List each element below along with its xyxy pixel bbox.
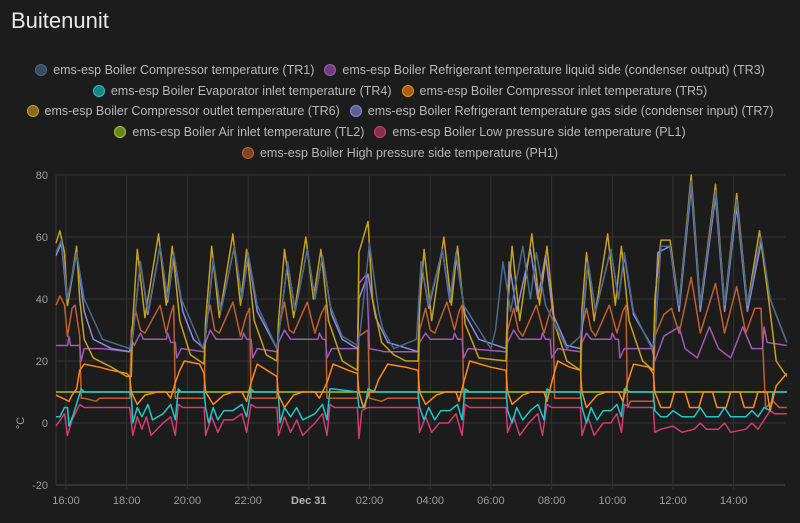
legend-dot-icon <box>114 126 127 139</box>
legend-label: ems-esp Boiler Air inlet temperature (TL… <box>132 125 365 140</box>
legend-row: ems-esp Boiler Compressor temperature (T… <box>0 60 800 81</box>
x-tick-label: 02:00 <box>356 495 384 507</box>
legend-label: ems-esp Boiler High pressure side temper… <box>259 145 559 160</box>
legend-item[interactable]: ems-esp Boiler Air inlet temperature (TL… <box>114 122 364 143</box>
x-tick-label: 10:00 <box>599 495 627 507</box>
legend-row: ems-esp Boiler Evaporator inlet temperat… <box>0 81 800 102</box>
x-tick-label: 18:00 <box>113 495 141 507</box>
legend-label: ems-esp Boiler Low pressure side tempera… <box>392 125 686 140</box>
chart-legend: ems-esp Boiler Compressor temperature (T… <box>0 60 800 163</box>
legend-row: ems-esp Boiler High pressure side temper… <box>0 143 800 164</box>
legend-item[interactable]: ems-esp Boiler Low pressure side tempera… <box>374 122 686 143</box>
legend-item[interactable]: ems-esp Boiler High pressure side temper… <box>241 143 559 164</box>
line-chart: -20 0 20 40 60 80 16:00 18:00 20:00 22:00 Dec 31 0… <box>15 170 788 507</box>
y-tick-label: -20 <box>32 480 48 492</box>
legend-row: ems-esp Boiler Compressor outlet tempera… <box>0 101 800 122</box>
x-tick-label: 20:00 <box>174 495 202 507</box>
x-tick-label: 08:00 <box>538 495 566 507</box>
x-tick-label: 22:00 <box>234 495 262 507</box>
y-tick-label: 80 <box>36 170 48 182</box>
series-line-0 <box>55 180 788 350</box>
legend-label: ems-esp Boiler Compressor outlet tempera… <box>44 104 340 119</box>
x-tick-label: 04:00 <box>416 495 444 507</box>
legend-label: ems-esp Boiler Compressor inlet temperat… <box>419 83 708 98</box>
x-axis: 16:00 18:00 20:00 22:00 Dec 31 02:00 04:00 06:0… <box>52 495 747 507</box>
legend-row: ems-esp Boiler Air inlet temperature (TL… <box>0 122 800 143</box>
legend-item[interactable]: ems-esp Boiler Compressor outlet tempera… <box>26 101 340 122</box>
legend-label: ems-esp Boiler Refrigerant temperature g… <box>367 104 774 119</box>
y-tick-label: 60 <box>36 232 48 244</box>
legend-dot-icon <box>349 105 362 118</box>
legend-item[interactable]: ems-esp Boiler Compressor inlet temperat… <box>401 81 708 102</box>
legend-item[interactable]: ems-esp Boiler Refrigerant temperature l… <box>324 60 765 81</box>
legend-item[interactable]: ems-esp Boiler Compressor temperature (T… <box>35 60 314 81</box>
y-tick-label: 0 <box>42 418 48 430</box>
series-line-4 <box>55 174 788 378</box>
series-line-3 <box>55 360 788 412</box>
x-tick-label: 12:00 <box>659 495 687 507</box>
grid <box>55 174 785 489</box>
x-tick-label: 14:00 <box>720 495 748 507</box>
x-tick-label: 06:00 <box>477 495 505 507</box>
legend-dot-icon <box>324 64 337 76</box>
legend-item[interactable]: ems-esp Boiler Evaporator inlet temperat… <box>92 81 392 102</box>
legend-item[interactable]: ems-esp Boiler Refrigerant temperature g… <box>349 101 774 122</box>
y-tick-label: 20 <box>36 356 48 368</box>
x-tick-label: 16:00 <box>52 495 80 507</box>
legend-dot-icon <box>401 84 414 97</box>
legend-label: ems-esp Boiler Compressor temperature (T… <box>53 63 315 77</box>
series-lines <box>55 174 788 440</box>
y-tick-label: 40 <box>36 294 48 306</box>
legend-dot-icon <box>374 126 387 139</box>
y-axis: -20 0 20 40 60 80 <box>32 170 48 492</box>
legend-label: ems-esp Boiler Refrigerant temperature l… <box>342 63 765 77</box>
x-tick-label: Dec 31 <box>291 495 326 507</box>
series-line-2 <box>56 388 787 427</box>
legend-dot-icon <box>35 64 48 76</box>
legend-label: ems-esp Boiler Evaporator inlet temperat… <box>110 83 392 98</box>
y-axis-label: °C <box>15 417 27 429</box>
card-title: Buitenunit <box>11 8 109 33</box>
legend-dot-icon <box>241 146 254 159</box>
legend-dot-icon <box>26 105 39 118</box>
legend-dot-icon <box>92 84 105 97</box>
